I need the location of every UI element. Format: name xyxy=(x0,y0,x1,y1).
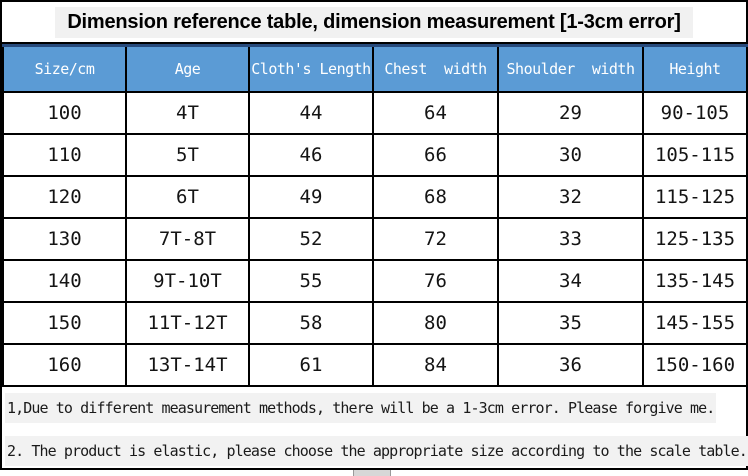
page-title: Dimension reference table, dimension mea… xyxy=(55,6,693,38)
col-header-height: Height xyxy=(642,45,748,93)
cell-size: 130 xyxy=(2,217,127,261)
cell-shoulder-width: 35 xyxy=(497,301,644,345)
cell-age: 9T-10T xyxy=(125,259,250,303)
table-row: 100 4T 44 64 29 90-105 xyxy=(2,91,748,135)
cell-shoulder-width: 36 xyxy=(497,343,644,387)
cell-age: 4T xyxy=(125,91,250,135)
col-header-size: Size/cm xyxy=(2,45,127,93)
cell-age: 6T xyxy=(125,175,250,219)
cell-cloth-length: 55 xyxy=(248,259,374,303)
cell-chest-width: 84 xyxy=(372,343,499,387)
cell-size: 160 xyxy=(2,343,127,387)
cell-age: 5T xyxy=(125,133,250,177)
cell-size: 120 xyxy=(2,175,127,219)
note-2: 2. The product is elastic, please choose… xyxy=(5,436,748,466)
col-header-chest-width: Chest width xyxy=(372,45,499,93)
cell-chest-width: 76 xyxy=(372,259,499,303)
cell-height: 145-155 xyxy=(642,301,748,345)
cell-size: 140 xyxy=(2,259,127,303)
size-table: Size/cm Age Cloth's Length Chest width S… xyxy=(2,44,748,387)
cell-size: 150 xyxy=(2,301,127,345)
table-row: 140 9T-10T 55 76 34 135-145 xyxy=(2,259,748,303)
cell-chest-width: 64 xyxy=(372,91,499,135)
table-row: 160 13T-14T 61 84 36 150-160 xyxy=(2,343,748,387)
cell-size: 110 xyxy=(2,133,127,177)
table-row: 120 6T 49 68 32 115-125 xyxy=(2,175,748,219)
cell-age: 13T-14T xyxy=(125,343,250,387)
cell-height: 125-135 xyxy=(642,217,748,261)
col-header-cloth-length: Cloth's Length xyxy=(248,45,374,93)
table-row: 110 5T 46 66 30 105-115 xyxy=(2,133,748,177)
cell-age: 7T-8T xyxy=(125,217,250,261)
cell-cloth-length: 49 xyxy=(248,175,374,219)
cell-cloth-length: 44 xyxy=(248,91,374,135)
cell-shoulder-width: 29 xyxy=(497,91,644,135)
table-title-bar: Dimension reference table, dimension mea… xyxy=(2,2,746,44)
cell-chest-width: 72 xyxy=(372,217,499,261)
cell-size: 100 xyxy=(2,91,127,135)
cell-height: 105-115 xyxy=(642,133,748,177)
cell-chest-width: 80 xyxy=(372,301,499,345)
cell-height: 150-160 xyxy=(642,343,748,387)
table-row: 150 11T-12T 58 80 35 145-155 xyxy=(2,301,748,345)
cell-height: 90-105 xyxy=(642,91,748,135)
cell-age: 11T-12T xyxy=(125,301,250,345)
cell-shoulder-width: 30 xyxy=(497,133,644,177)
header-row: Size/cm Age Cloth's Length Chest width S… xyxy=(2,45,748,93)
cell-cloth-length: 61 xyxy=(248,343,374,387)
cell-height: 115-125 xyxy=(642,175,748,219)
note-1: 1,Due to different measurement methods, … xyxy=(5,393,717,423)
cell-cloth-length: 52 xyxy=(248,217,374,261)
col-header-shoulder-width: Shoulder width xyxy=(497,45,644,93)
cell-cloth-length: 46 xyxy=(248,133,374,177)
bottom-edge-artifact xyxy=(353,470,391,476)
note-line: 1,Due to different measurement methods, … xyxy=(5,393,717,423)
cell-height: 135-145 xyxy=(642,259,748,303)
cell-chest-width: 66 xyxy=(372,133,499,177)
cell-cloth-length: 58 xyxy=(248,301,374,345)
note-line: 2. The product is elastic, please choose… xyxy=(5,436,748,466)
cell-shoulder-width: 34 xyxy=(497,259,644,303)
table-row: 130 7T-8T 52 72 33 125-135 xyxy=(2,217,748,261)
notes-section: 1,Due to different measurement methods, … xyxy=(2,387,748,468)
cell-chest-width: 68 xyxy=(372,175,499,219)
col-header-age: Age xyxy=(125,45,250,93)
cell-shoulder-width: 32 xyxy=(497,175,644,219)
cell-shoulder-width: 33 xyxy=(497,217,644,261)
